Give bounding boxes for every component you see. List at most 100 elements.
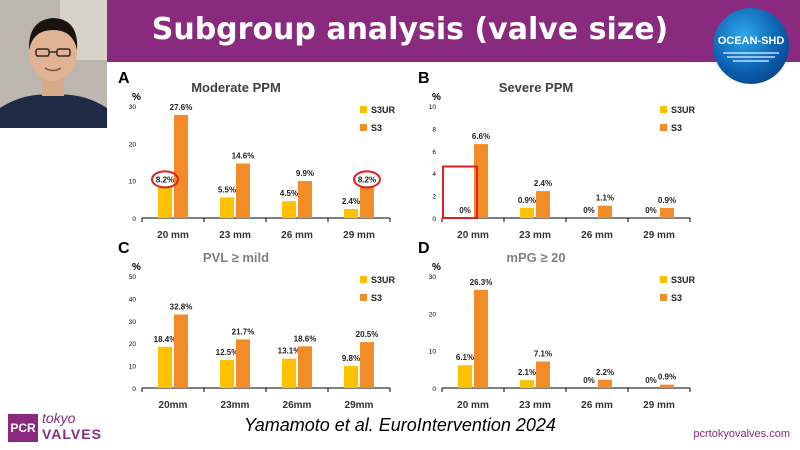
chart-d-svg: mPG ≥ 20% 0 10 20 30 20 mm 6.1% 26.3% 23 mm 2.1% 7… <box>429 250 696 411</box>
bar-s3ur <box>458 365 472 388</box>
bar-s3 <box>174 314 188 388</box>
bar-s3 <box>236 339 250 388</box>
x-category-label: 26 mm <box>281 230 313 241</box>
x-category-label: 23mm <box>221 400 250 411</box>
chart-c-svg: PVL ≥ mild% 0 10 20 30 40 50 20mm 18.4% 32.8% 23mm… <box>129 250 396 411</box>
y-tick-label: 20 <box>429 311 437 318</box>
panel-c: C PVL ≥ mild% 0 10 20 30 40 50 20mm 18.4% 32.8% 23… <box>112 240 402 411</box>
ocean-shd-logo-text: OCEAN-SHD <box>717 35 785 47</box>
y-axis-unit: % <box>432 262 441 273</box>
speaker-photo <box>0 0 107 128</box>
highlight-circle <box>353 170 381 189</box>
y-tick-label: 30 <box>429 274 437 281</box>
legend-label: S3 <box>371 123 382 133</box>
y-axis-unit: % <box>132 262 141 273</box>
chart-a-svg: Moderate PPM% 0 10 20 30 20 mm 8.2% 27.6% 23 mm 5… <box>129 80 396 241</box>
speaker-photo-illustration <box>0 0 107 128</box>
legend-label: S3 <box>371 293 382 303</box>
y-tick-label: 10 <box>429 349 437 356</box>
x-category-label: 23 mm <box>519 230 551 241</box>
chart-title: PVL ≥ mild <box>203 250 269 265</box>
legend-swatch <box>660 124 667 131</box>
citation: Yamamoto et al. EuroIntervention 2024 <box>244 415 556 435</box>
x-category-label: 26 mm <box>581 230 613 241</box>
highlight-box <box>442 165 478 220</box>
panel-a-letter: A <box>118 70 130 87</box>
legend-swatch <box>360 106 367 113</box>
data-label: 9.8% <box>342 354 360 363</box>
panel-a: A Moderate PPM% 0 10 20 30 20 mm 8.2% 27.6% 23 m… <box>112 70 402 241</box>
data-label: 13.1% <box>278 347 301 356</box>
legend-label: S3 <box>671 123 682 133</box>
x-category-label: 23 mm <box>519 400 551 411</box>
x-category-label: 29mm <box>345 400 374 411</box>
legend-label: S3UR <box>671 275 696 285</box>
legend-swatch <box>660 294 667 301</box>
bar-s3 <box>598 379 612 388</box>
y-tick-label: 6 <box>432 149 436 156</box>
bar-s3 <box>298 181 312 218</box>
ocean-shd-logo: OCEAN-SHD <box>713 8 789 84</box>
highlight-circle <box>151 170 179 189</box>
data-label: 4.5% <box>280 189 298 198</box>
bar-s3ur <box>158 187 172 218</box>
legend-swatch <box>360 294 367 301</box>
bar-s3 <box>474 289 488 388</box>
legend-label: S3 <box>671 293 682 303</box>
data-label: 32.8% <box>170 303 193 312</box>
data-label: 18.4% <box>154 335 177 344</box>
bar-s3ur <box>520 207 534 218</box>
data-label: 8.2% <box>358 175 376 184</box>
panel-b-letter: B <box>418 70 430 87</box>
pcr-logo: PCR <box>8 414 38 442</box>
x-category-label: 20 mm <box>457 230 489 241</box>
bar-s3ur <box>158 346 172 388</box>
y-tick-label: 8 <box>432 126 436 133</box>
bar-s3ur <box>282 358 296 388</box>
bar-s3ur <box>282 201 296 218</box>
panel-d: D mPG ≥ 20% 0 10 20 30 20 mm 6.1% 26.3% 23 mm 2.1… <box>412 240 702 411</box>
data-label: 0.9% <box>518 196 536 205</box>
y-tick-label: 10 <box>129 364 137 371</box>
y-tick-label: 2 <box>432 194 436 201</box>
data-label: 2.2% <box>596 368 614 377</box>
data-label: 9.9% <box>296 169 314 178</box>
bar-s3ur <box>220 197 234 218</box>
data-label: 0% <box>645 376 657 385</box>
data-label: 1.1% <box>596 194 614 203</box>
x-category-label: 26mm <box>283 400 312 411</box>
y-tick-label: 30 <box>129 319 137 326</box>
bar-s3 <box>598 205 612 218</box>
data-label: 2.4% <box>342 197 360 206</box>
data-label: 0.9% <box>658 373 676 382</box>
legend-swatch <box>660 106 667 113</box>
data-label: 6.1% <box>456 353 474 362</box>
y-tick-label: 20 <box>129 341 137 348</box>
x-category-label: 29 mm <box>343 230 375 241</box>
data-label: 7.1% <box>534 349 552 358</box>
data-label: 20.5% <box>356 330 379 339</box>
data-label: 18.6% <box>294 334 317 343</box>
data-label: 0% <box>459 206 471 215</box>
data-label: 0% <box>583 376 595 385</box>
panel-d-letter: D <box>418 240 430 257</box>
bar-s3ur <box>344 209 358 218</box>
y-tick-label: 40 <box>129 296 137 303</box>
y-tick-label: 30 <box>129 104 137 111</box>
website-link[interactable]: pcrtokyovalves.com <box>693 428 790 440</box>
x-category-label: 20 mm <box>157 230 189 241</box>
bar-s3 <box>660 207 674 218</box>
panel-c-letter: C <box>118 240 130 257</box>
panel-b: B Severe PPM% 0 2 4 6 8 10 20 mm 0% 6.6% 23 mm 0.9%… <box>412 70 702 241</box>
bar-s3 <box>660 384 674 388</box>
bar-s3 <box>360 342 374 388</box>
chart-title: Moderate PPM <box>191 80 281 95</box>
y-tick-label: 4 <box>432 171 436 178</box>
data-label: 0% <box>645 206 657 215</box>
chart-title: Severe PPM <box>499 80 573 95</box>
y-tick-label: 50 <box>129 274 137 281</box>
chart-b-svg: Severe PPM% 0 2 4 6 8 10 20 mm 0% 6.6% 23 mm 0.9% 2.… <box>429 80 696 241</box>
chart-title: mPG ≥ 20 <box>506 250 565 265</box>
data-label: 8.2% <box>156 175 174 184</box>
legend-swatch <box>660 276 667 283</box>
